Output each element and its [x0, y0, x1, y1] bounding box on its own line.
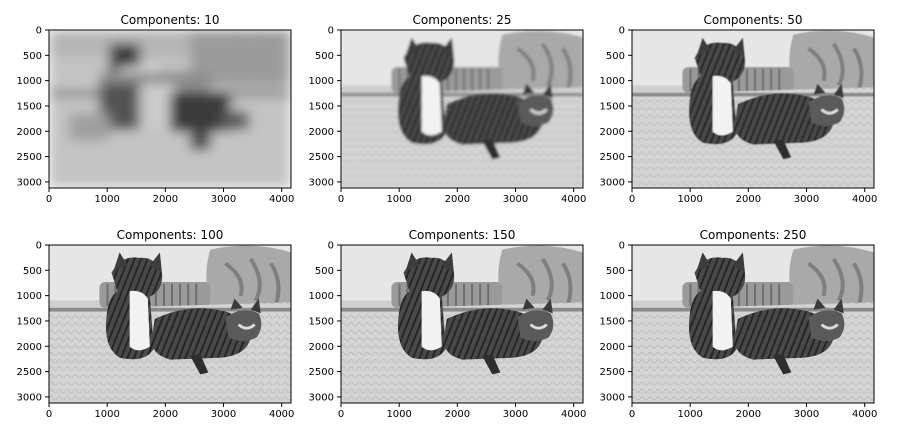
y-tick-label: 1000: [17, 291, 42, 302]
x-tick-label: 2000: [445, 409, 470, 420]
panel-title: Components: 250: [700, 228, 807, 242]
y-tick-label: 3000: [309, 177, 334, 188]
panel-title: Components: 100: [117, 228, 224, 242]
y-tick-label: 2000: [309, 342, 334, 353]
image-panel: Components: 25 0 1000 2000 3000 4000 0 500 1000 1…: [309, 13, 587, 205]
x-tick-label: 0: [338, 194, 344, 205]
x-tick-label: 2000: [445, 194, 470, 205]
x-tick-label: 4000: [561, 409, 586, 420]
panel-title: Components: 10: [120, 13, 219, 27]
y-tick-label: 2500: [17, 152, 42, 163]
panel-title: Components: 150: [409, 228, 516, 242]
y-tick-label: 500: [23, 266, 42, 277]
y-tick-label: 500: [315, 266, 334, 277]
x-tick-label: 2000: [736, 194, 761, 205]
image-panel: Components: 10 0 1000 2000 3000 4000 0 500 1000 1…: [17, 13, 295, 205]
x-tick-label: 4000: [269, 409, 294, 420]
x-tick-label: 1000: [386, 409, 411, 420]
y-tick-label: 0: [619, 241, 625, 252]
y-tick-label: 500: [23, 51, 42, 62]
y-tick-label: 1000: [600, 291, 625, 302]
image-content: [341, 30, 583, 188]
y-tick-label: 2000: [600, 127, 625, 138]
x-tick-label: 4000: [269, 194, 294, 205]
image-panel: Components: 250 0 1000 2000 3000 4000 0 500 1000…: [600, 228, 878, 420]
axes-frame: [48, 29, 292, 189]
y-tick-label: 2000: [600, 342, 625, 353]
x-tick-label: 4000: [561, 194, 586, 205]
y-tick-label: 2000: [17, 127, 42, 138]
panel-title: Components: 50: [703, 13, 802, 27]
axes-frame: [48, 244, 292, 404]
image-content: [49, 245, 291, 403]
y-tick-label: 1000: [600, 76, 625, 87]
image-content: [49, 30, 291, 188]
x-tick-label: 2000: [153, 409, 178, 420]
x-tick-label: 3000: [211, 409, 236, 420]
image-content: [632, 245, 874, 403]
y-tick-label: 2500: [309, 152, 334, 163]
axes-frame: [340, 29, 584, 189]
y-tick-label: 3000: [309, 392, 334, 403]
x-tick-label: 2000: [153, 194, 178, 205]
x-tick-label: 3000: [211, 194, 236, 205]
y-tick-label: 3000: [17, 392, 42, 403]
x-tick-label: 1000: [94, 194, 119, 205]
x-tick-label: 1000: [677, 409, 702, 420]
y-tick-label: 1500: [600, 101, 625, 112]
y-tick-label: 2000: [17, 342, 42, 353]
x-tick-label: 3000: [794, 194, 819, 205]
y-tick-label: 3000: [600, 177, 625, 188]
y-tick-label: 1500: [600, 316, 625, 327]
y-tick-label: 2500: [309, 367, 334, 378]
y-tick-label: 0: [36, 26, 42, 37]
axes-frame: [631, 244, 875, 404]
y-tick-label: 1500: [17, 316, 42, 327]
y-tick-label: 1500: [309, 316, 334, 327]
x-tick-label: 0: [338, 409, 344, 420]
y-tick-label: 1000: [309, 291, 334, 302]
x-tick-label: 0: [46, 194, 52, 205]
panel-title: Components: 25: [412, 13, 511, 27]
y-tick-label: 0: [36, 241, 42, 252]
y-tick-label: 2500: [600, 152, 625, 163]
y-tick-label: 500: [315, 51, 334, 62]
y-tick-label: 3000: [600, 392, 625, 403]
x-tick-label: 4000: [852, 194, 877, 205]
x-tick-label: 3000: [794, 409, 819, 420]
y-tick-label: 1000: [17, 76, 42, 87]
image-content: [341, 245, 583, 403]
x-tick-label: 1000: [94, 409, 119, 420]
y-tick-label: 0: [328, 26, 334, 37]
y-tick-label: 1500: [17, 101, 42, 112]
y-tick-label: 500: [606, 51, 625, 62]
x-tick-label: 0: [629, 194, 635, 205]
x-tick-label: 3000: [503, 194, 528, 205]
axes-frame: [631, 29, 875, 189]
image-panel: Components: 50 0 1000 2000 3000 4000 0 500 1000 1…: [600, 13, 878, 205]
image-panel: Components: 100 0 1000 2000 3000 4000 0 500 1000…: [17, 228, 295, 420]
axes-frame: [340, 244, 584, 404]
x-tick-label: 2000: [736, 409, 761, 420]
image-panel: Components: 150 0 1000 2000 3000 4000 0 500 1000…: [309, 228, 587, 420]
y-tick-label: 1000: [309, 76, 334, 87]
y-tick-label: 2500: [600, 367, 625, 378]
y-tick-label: 2500: [17, 367, 42, 378]
y-tick-label: 0: [328, 241, 334, 252]
y-tick-label: 500: [606, 266, 625, 277]
x-tick-label: 3000: [503, 409, 528, 420]
y-tick-label: 1500: [309, 101, 334, 112]
image-content: [632, 30, 874, 188]
x-tick-label: 1000: [677, 194, 702, 205]
x-tick-label: 0: [629, 409, 635, 420]
x-tick-label: 4000: [852, 409, 877, 420]
y-tick-label: 0: [619, 26, 625, 37]
x-tick-label: 1000: [386, 194, 411, 205]
y-tick-label: 3000: [17, 177, 42, 188]
x-tick-label: 0: [46, 409, 52, 420]
y-tick-label: 2000: [309, 127, 334, 138]
